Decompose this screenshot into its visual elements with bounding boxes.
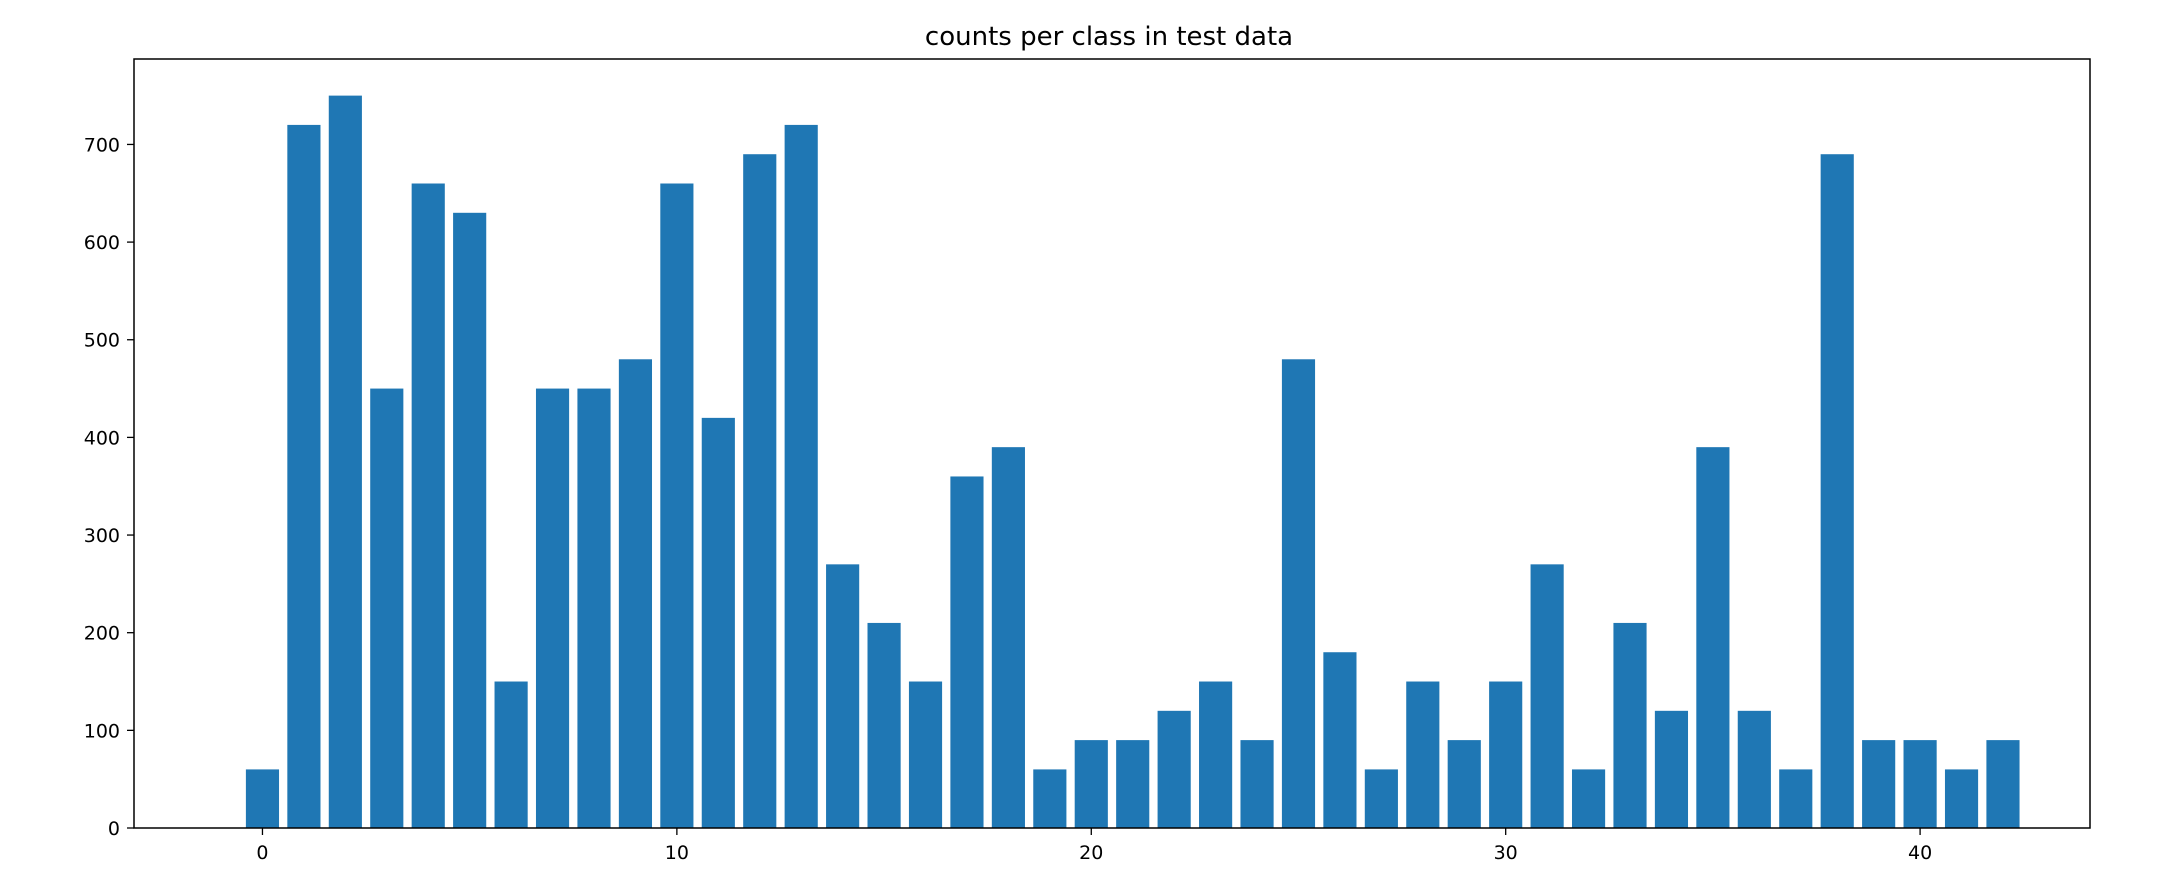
chart-title: counts per class in test data — [925, 22, 1293, 52]
bar-class-28 — [1406, 681, 1440, 828]
bar-class-40 — [1903, 740, 1937, 828]
y-axis: 0 100 200 300 400 500 600 700 — [84, 134, 134, 840]
bar-class-38 — [1820, 154, 1854, 828]
bar-class-10 — [660, 183, 694, 828]
bar-class-33 — [1613, 622, 1647, 828]
bar-class-3 — [370, 388, 404, 828]
bar-class-11 — [701, 417, 735, 828]
y-tick-label: 400 — [84, 427, 120, 449]
bar-class-19 — [1033, 769, 1067, 828]
x-axis: 0 10 20 30 40 — [256, 828, 1932, 864]
y-tick-label: 0 — [108, 818, 120, 840]
bar-class-35 — [1696, 447, 1730, 828]
bar-class-7 — [535, 388, 570, 828]
plot-frame — [133, 58, 2091, 829]
bar-class-6 — [494, 681, 528, 828]
bar-class-13 — [784, 124, 818, 828]
bar-class-15 — [867, 622, 901, 828]
bar-class-5 — [453, 212, 487, 829]
bar-class-12 — [743, 154, 777, 828]
bar-class-16 — [908, 681, 943, 828]
bar-class-20 — [1074, 740, 1108, 828]
y-tick-label: 600 — [84, 232, 120, 254]
x-tick-label: 10 — [665, 842, 689, 864]
bar-class-21 — [1116, 740, 1150, 828]
bar-class-42 — [1986, 740, 2020, 828]
bar-class-26 — [1323, 652, 1357, 828]
y-tick-label: 500 — [84, 330, 120, 352]
bar-class-22 — [1157, 710, 1191, 828]
bar-class-17 — [950, 476, 984, 828]
bar-class-23 — [1199, 681, 1233, 828]
bar-class-27 — [1364, 769, 1398, 828]
bar-class-36 — [1737, 710, 1771, 828]
y-tick-label: 200 — [84, 623, 120, 645]
y-tick-label: 100 — [84, 720, 120, 742]
bar-class-0 — [245, 769, 280, 828]
bar-class-9 — [618, 359, 653, 828]
x-tick-label: 0 — [256, 842, 268, 864]
x-tick-label: 40 — [1908, 842, 1932, 864]
bar-class-29 — [1447, 740, 1481, 828]
bar-class-2 — [328, 95, 362, 829]
bar-class-18 — [991, 447, 1025, 828]
bar-class-1 — [287, 124, 321, 828]
bar-class-39 — [1862, 740, 1896, 828]
bar-class-37 — [1779, 769, 1813, 828]
bar-class-8 — [577, 388, 611, 828]
bar-class-14 — [826, 564, 860, 828]
bar-class-31 — [1530, 564, 1564, 828]
bar-class-34 — [1654, 710, 1689, 828]
x-tick-label: 30 — [1494, 842, 1518, 864]
bar-class-41 — [1944, 769, 1979, 828]
bar-class-25 — [1281, 359, 1316, 828]
bar-class-30 — [1489, 681, 1523, 828]
bars-group — [245, 95, 2020, 829]
bar-class-24 — [1240, 740, 1274, 828]
bar-class-4 — [411, 183, 445, 828]
y-tick-label: 300 — [84, 525, 120, 547]
bar-class-32 — [1571, 769, 1606, 828]
y-tick-label: 700 — [84, 134, 120, 156]
x-tick-label: 20 — [1079, 842, 1103, 864]
